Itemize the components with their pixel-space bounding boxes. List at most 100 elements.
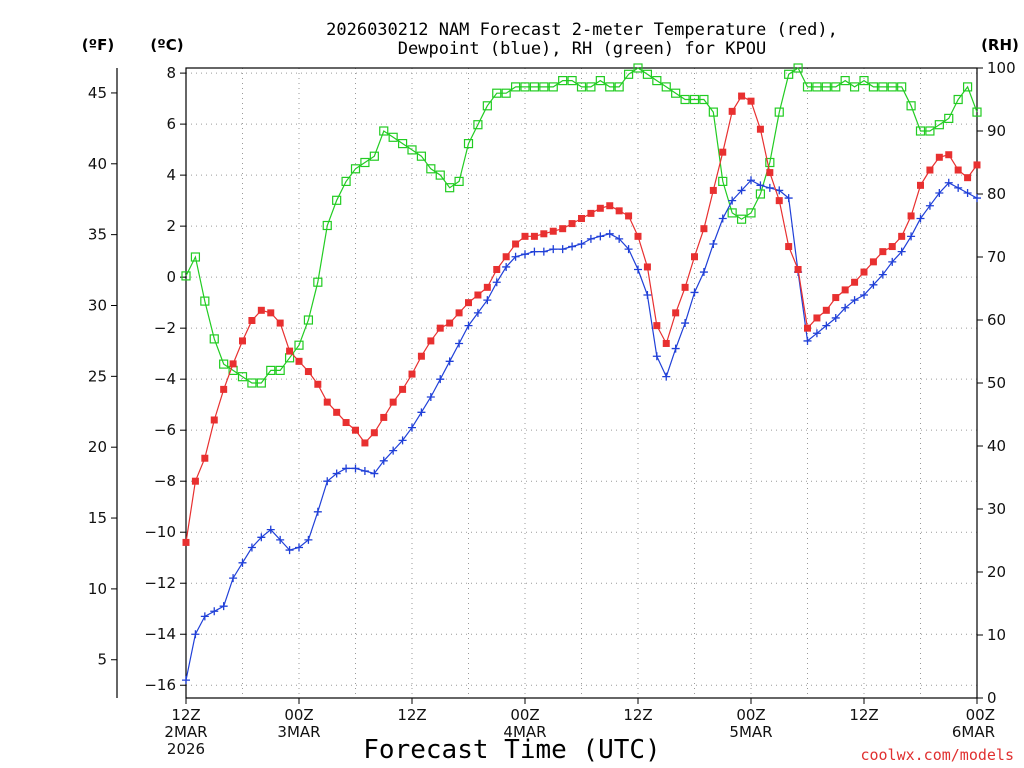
dewpoint-point — [539, 247, 548, 256]
dewpoint-point — [803, 336, 812, 345]
dewpoint-point — [483, 296, 492, 305]
temperature-point — [643, 263, 651, 271]
celsius-tick-label: −8 — [154, 472, 176, 490]
celsius-tick-label: 8 — [166, 64, 176, 82]
dewpoint-point — [624, 245, 633, 254]
dewpoint-point — [332, 469, 341, 478]
temperature-point — [851, 278, 859, 286]
temperature-point — [672, 309, 680, 317]
temperature-point — [700, 225, 708, 233]
rh-point — [454, 176, 464, 186]
celsius-tick-label: −16 — [144, 676, 176, 694]
celsius-tick-label: 4 — [166, 166, 176, 184]
dewpoint-point — [586, 234, 595, 243]
dewpoint-point — [455, 339, 464, 348]
rh-point — [558, 75, 568, 86]
temperature-point — [465, 299, 472, 307]
dewpoint-point — [247, 543, 256, 552]
rh-point — [878, 82, 888, 92]
dewpoint-point — [662, 372, 671, 381]
rh-point — [407, 145, 417, 155]
rh-point — [925, 126, 935, 136]
temperature-point — [804, 324, 811, 332]
rh-point — [887, 82, 897, 92]
rh-point — [812, 82, 822, 92]
temperature-point — [540, 230, 548, 238]
rh-point — [181, 271, 191, 281]
x-tick-label: 12Z — [397, 706, 426, 724]
dewpoint-point — [784, 194, 793, 203]
dewpoint-point — [728, 196, 737, 205]
rh-tick-label: 70 — [987, 248, 1006, 266]
celsius-tick-label: −10 — [144, 523, 176, 541]
rh-point — [953, 94, 963, 105]
temperature-point — [417, 352, 425, 360]
rh-point — [802, 82, 813, 92]
temperature-point — [446, 319, 454, 327]
temperature-point — [408, 370, 416, 378]
fahrenheit-tick-label: 40 — [88, 155, 107, 173]
dewpoint-point — [389, 446, 398, 455]
rh-tick-label: 20 — [987, 563, 1006, 581]
rh-point — [501, 88, 511, 98]
temperature-point — [521, 232, 529, 240]
temperature-point — [342, 419, 350, 427]
rh-tick-label: 60 — [987, 311, 1006, 329]
dewpoint-point — [266, 525, 275, 534]
temperature-point — [794, 265, 802, 273]
x-tick-label: 12Z — [171, 706, 200, 724]
rh-tick-label: 50 — [987, 374, 1006, 392]
rh-point — [209, 334, 219, 344]
dewpoint-point — [210, 607, 219, 616]
temperature-point — [295, 357, 303, 365]
temperature-point — [926, 166, 934, 174]
dewpoint-point — [973, 194, 981, 203]
celsius-tick-label: −2 — [154, 319, 176, 337]
temperature-point — [493, 265, 501, 273]
x-tick-label: 5MAR — [729, 723, 772, 741]
temperature-point — [483, 283, 491, 291]
rh-point — [736, 214, 747, 224]
temperature-point — [191, 477, 199, 485]
rh-point — [642, 69, 653, 79]
temperature-point — [775, 197, 783, 205]
dewpoint-point — [634, 265, 642, 274]
fahrenheit-axis-head: (ºF) — [82, 36, 114, 54]
dewpoint-point — [530, 247, 539, 256]
dewpoint-point — [756, 181, 765, 190]
dewpoint-point — [747, 176, 755, 185]
rh-point — [332, 195, 342, 205]
dewpoint-point — [671, 344, 680, 353]
temperature-point — [596, 204, 604, 212]
rh-point — [567, 75, 577, 86]
temperature-point — [201, 454, 209, 462]
dewpoint-point — [850, 296, 859, 305]
rh-point — [492, 88, 502, 98]
rh-point — [379, 126, 389, 136]
dewpoint-point — [577, 239, 586, 248]
rh-point — [784, 69, 794, 79]
temperature-point — [822, 306, 830, 314]
credit-text[interactable]: coolwx.com/models — [860, 746, 1014, 764]
rh-point — [539, 82, 549, 92]
rh-point — [510, 82, 521, 92]
rh-point — [840, 75, 850, 86]
dewpoint-point — [888, 257, 897, 266]
tick-labels: −16 −14 −12 −10 −8 −6 −4 −2 0 2 4 6 8 5 10 15 20 25 30 35 40… — [88, 59, 1016, 758]
rh-point — [680, 94, 690, 105]
temperature-point — [935, 153, 943, 161]
dewpoint-point — [323, 477, 332, 486]
dewpoint-point — [916, 214, 925, 223]
temperature-point — [587, 209, 595, 217]
dewpoint-point — [464, 321, 473, 330]
x-tick-label: 12Z — [623, 706, 652, 724]
dewpoint-point — [445, 357, 454, 366]
celsius-tick-label: 0 — [166, 268, 176, 286]
rh-point — [831, 82, 841, 92]
dewpoint-point — [944, 178, 953, 187]
temperature-point — [286, 347, 294, 355]
rh-point — [256, 378, 266, 388]
temperature-point — [785, 243, 793, 251]
temperature-point — [954, 166, 962, 174]
rh-point — [463, 139, 474, 149]
